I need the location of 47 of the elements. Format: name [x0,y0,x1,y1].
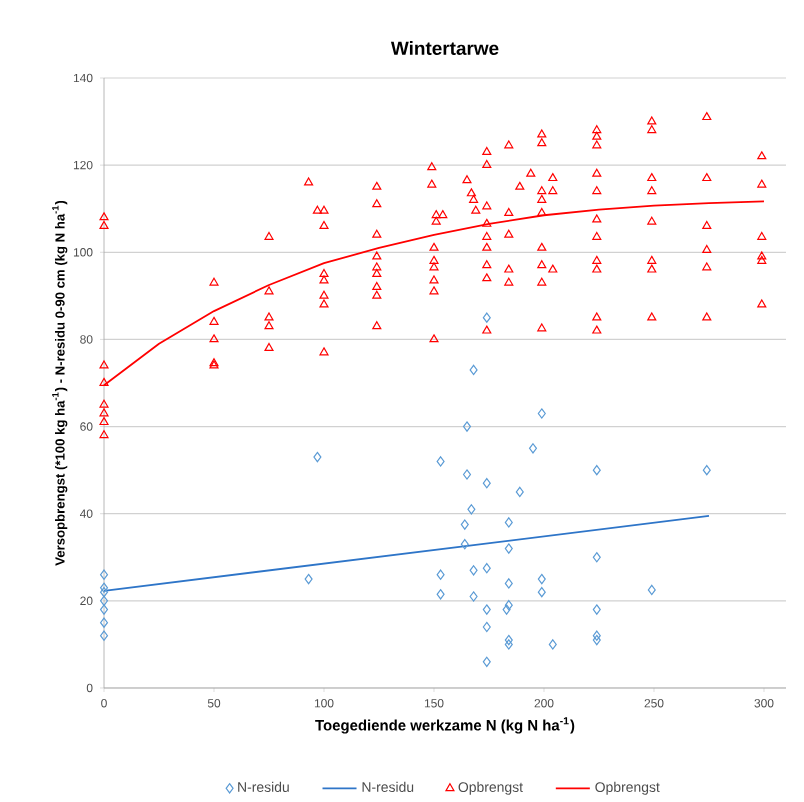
point [537,407,546,419]
point [469,364,478,375]
point [504,634,513,645]
point [460,519,469,530]
point [702,464,711,475]
point [592,630,601,641]
point [482,621,491,632]
point [99,569,109,580]
point [647,584,656,595]
line-series [103,199,765,386]
point [504,638,513,650]
point [482,656,491,667]
point [592,464,601,475]
point [99,582,109,593]
point [436,569,445,580]
point [482,312,491,323]
chart-title: Wintertarwe [390,40,499,55]
point [592,603,601,615]
point [304,573,313,584]
point [482,603,491,615]
point [99,630,109,641]
point [462,468,472,480]
point [436,588,445,600]
point [99,617,109,628]
point [467,503,476,515]
point [482,477,491,488]
point [515,486,524,497]
point [502,603,511,615]
point [99,586,109,597]
point [99,595,109,606]
point [436,455,445,467]
point [548,638,557,650]
point [537,573,546,584]
point [504,577,513,589]
point [504,599,513,610]
point [482,562,491,573]
point [592,551,601,563]
point [504,516,513,528]
point [504,542,513,554]
point [592,634,601,645]
point [313,451,322,462]
point [528,442,538,454]
point [537,586,546,597]
point [462,420,472,432]
point [469,564,478,576]
point [469,590,478,602]
point [460,538,469,549]
